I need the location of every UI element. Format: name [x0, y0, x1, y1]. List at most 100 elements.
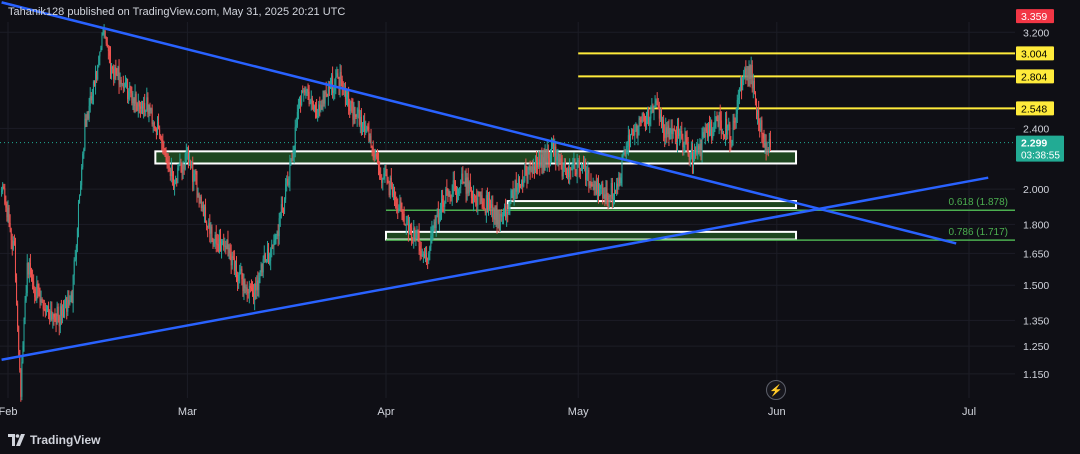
candle-body	[483, 206, 485, 210]
candle-body	[98, 56, 100, 66]
candle-body	[514, 180, 516, 196]
candle-body	[47, 306, 49, 312]
candle-body	[657, 104, 659, 108]
candle-body	[2, 186, 4, 192]
price-tick-label: 1.250	[1023, 341, 1049, 353]
candle-body	[648, 109, 650, 125]
candle-body	[734, 121, 736, 123]
candle-body	[407, 224, 409, 234]
candle-body	[232, 256, 234, 258]
candle-body	[399, 201, 401, 211]
candle-body	[544, 152, 546, 171]
candle-body	[244, 280, 246, 288]
candle-body	[385, 170, 387, 175]
candle-body	[122, 83, 124, 89]
candle-body	[42, 302, 44, 310]
candle-body	[388, 183, 390, 196]
candle-body	[234, 260, 236, 272]
candle-body	[485, 195, 487, 213]
candle-body	[702, 132, 704, 137]
resistance-price-label: 2.804	[1021, 71, 1047, 83]
candle-body	[162, 142, 164, 149]
trendlines	[1, 1, 989, 361]
candle-body	[351, 101, 353, 104]
trendline	[1, 1, 957, 245]
candle-body	[600, 185, 602, 189]
candle-body	[147, 97, 149, 114]
candle-body	[563, 164, 565, 167]
candle-body	[262, 258, 264, 273]
candle-body	[414, 228, 416, 239]
candle-body	[139, 106, 141, 109]
candle-body	[448, 191, 450, 196]
candle-body	[468, 182, 470, 194]
candle-body	[155, 129, 157, 135]
candle-body	[722, 132, 724, 136]
candle-body	[88, 105, 90, 119]
candle-body	[103, 30, 105, 34]
candle-body	[164, 153, 166, 155]
candle-body	[457, 194, 459, 196]
candle-body	[226, 239, 228, 250]
candle-body	[466, 177, 468, 194]
candle-body	[53, 314, 55, 318]
candle-body	[625, 146, 627, 154]
candle-body	[545, 152, 547, 163]
candle-body	[599, 188, 601, 196]
candle-body	[411, 227, 413, 239]
candle-body	[22, 346, 24, 362]
candle-body	[25, 293, 27, 301]
candle-body	[444, 203, 446, 207]
candle-body	[436, 208, 438, 217]
candle-body	[396, 199, 398, 209]
time-tick-label: Mar	[178, 406, 197, 418]
candle-body	[449, 191, 451, 197]
candle-body	[529, 165, 531, 171]
candle-body	[20, 369, 22, 397]
candle-body	[627, 135, 629, 146]
candle-body	[383, 173, 385, 179]
candle-body	[186, 147, 188, 154]
candle-body	[683, 146, 685, 148]
candle-body	[541, 154, 543, 168]
candle-body	[271, 245, 273, 250]
candle-body	[742, 77, 744, 91]
candle-body	[142, 106, 144, 109]
candle-body	[570, 167, 572, 171]
candle-body	[113, 68, 115, 80]
candle-body	[672, 128, 674, 135]
candle-body	[635, 124, 637, 132]
candle-body	[169, 167, 171, 177]
candle-body	[213, 240, 215, 245]
candle-body	[750, 65, 752, 80]
candle-body	[467, 177, 469, 194]
candle-body	[207, 226, 209, 228]
candle-body	[36, 283, 38, 300]
candle-body	[565, 168, 567, 178]
candle-body	[317, 115, 319, 118]
candle-body	[726, 119, 728, 135]
candle-body	[596, 179, 598, 194]
candle-body	[654, 102, 656, 106]
candle-body	[259, 271, 261, 279]
candle-body	[223, 241, 225, 247]
candle-body	[6, 207, 8, 218]
resistance-price-label: 3.004	[1021, 48, 1047, 60]
candle-body	[445, 188, 447, 204]
publisher-header: Tahanik128 published on TradingView.com,…	[8, 6, 346, 18]
lightning-icon[interactable]: ⚡	[766, 380, 786, 400]
candle-body	[391, 186, 393, 196]
candle-body	[717, 120, 719, 127]
candle-body	[72, 275, 74, 304]
candle-body	[475, 195, 477, 198]
candle-body	[355, 114, 357, 117]
candle-body	[569, 167, 571, 178]
candle-body	[328, 85, 330, 88]
candle-body	[286, 178, 288, 184]
candle-body	[45, 311, 47, 313]
candle-body	[76, 228, 78, 246]
candle-body	[329, 87, 331, 89]
candle-body	[655, 100, 657, 103]
candle-body	[417, 229, 419, 232]
